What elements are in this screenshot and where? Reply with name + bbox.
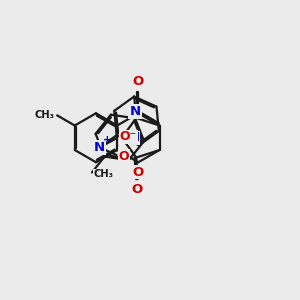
Text: N: N xyxy=(94,141,105,154)
Text: CH₃: CH₃ xyxy=(35,110,55,120)
Text: N: N xyxy=(128,131,140,144)
Text: O: O xyxy=(133,166,144,179)
Text: +: + xyxy=(103,135,112,145)
Text: O: O xyxy=(118,150,129,163)
Text: N: N xyxy=(130,105,141,118)
Text: O: O xyxy=(131,183,143,196)
Text: O⁻: O⁻ xyxy=(120,130,137,143)
Text: CH₃: CH₃ xyxy=(93,169,113,179)
Text: O: O xyxy=(133,75,144,88)
